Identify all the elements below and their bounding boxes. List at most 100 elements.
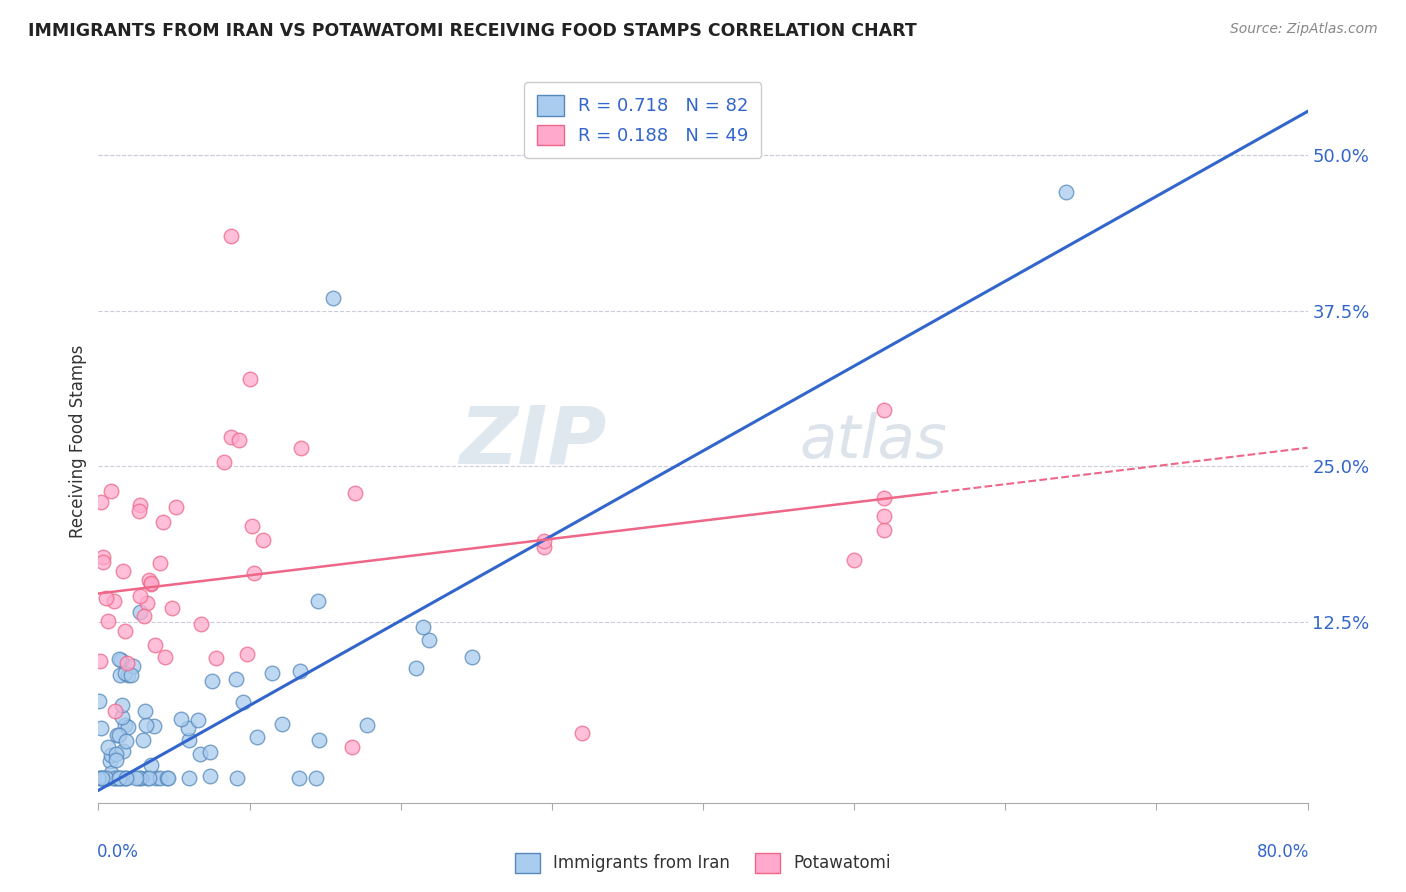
Point [128, 504, 150, 518]
Point [135, 717, 157, 731]
Point [200, 769, 222, 783]
Point [115, 771, 138, 785]
Point [134, 609, 156, 624]
Point [100, 765, 122, 780]
Point [873, 491, 896, 505]
Point [93, 555, 115, 569]
Point [103, 593, 125, 607]
Point [114, 718, 136, 732]
Point [114, 624, 136, 638]
Point [125, 771, 148, 785]
Point [149, 771, 172, 785]
Point [108, 652, 131, 666]
Point [131, 771, 153, 785]
Legend: Immigrants from Iran, Potawatomi: Immigrants from Iran, Potawatomi [509, 847, 897, 880]
Point [90, 771, 112, 785]
Point [129, 605, 152, 619]
Point [91, 549, 114, 564]
Point [461, 650, 484, 665]
Point [187, 713, 209, 727]
Text: 0.0%: 0.0% [97, 843, 139, 861]
Point [271, 716, 294, 731]
Point [100, 484, 122, 499]
Point [89, 654, 111, 668]
Point [873, 403, 896, 417]
Point [111, 698, 134, 712]
Point [177, 721, 200, 735]
Point [844, 553, 866, 567]
Point [100, 747, 122, 762]
Point [252, 533, 274, 548]
Point [114, 665, 136, 680]
Point [225, 672, 247, 686]
Point [290, 441, 312, 455]
Point [139, 577, 162, 591]
Point [132, 733, 155, 747]
Point [221, 229, 243, 244]
Point [129, 499, 152, 513]
Point [1054, 186, 1077, 200]
Point [228, 433, 250, 447]
Point [226, 771, 249, 785]
Point [115, 734, 138, 748]
Text: IMMIGRANTS FROM IRAN VS POTAWATOMI RECEIVING FOOD STAMPS CORRELATION CHART: IMMIGRANTS FROM IRAN VS POTAWATOMI RECEI… [28, 22, 917, 40]
Point [165, 500, 187, 515]
Point [307, 594, 329, 608]
Point [170, 712, 193, 726]
Point [179, 771, 201, 785]
Point [418, 633, 440, 648]
Point [110, 668, 132, 682]
Point [873, 508, 896, 523]
Point [111, 744, 134, 758]
Y-axis label: Receiving Food Stamps: Receiving Food Stamps [69, 345, 87, 538]
Point [232, 695, 254, 709]
Point [242, 566, 264, 581]
Point [97, 614, 120, 628]
Point [145, 771, 167, 785]
Point [239, 372, 262, 386]
Point [111, 710, 134, 724]
Point [104, 704, 127, 718]
Point [177, 733, 200, 747]
Point [97, 740, 120, 755]
Point [107, 771, 129, 785]
Point [288, 771, 311, 785]
Point [533, 533, 555, 548]
Point [94, 591, 117, 606]
Point [188, 747, 211, 761]
Point [134, 704, 156, 718]
Point [305, 771, 328, 785]
Point [240, 519, 263, 533]
Point [246, 730, 269, 744]
Point [156, 771, 179, 785]
Point [115, 771, 138, 785]
Point [412, 620, 434, 634]
Point [152, 515, 174, 529]
Point [139, 757, 162, 772]
Point [356, 718, 378, 732]
Point [212, 455, 235, 469]
Point [143, 638, 166, 652]
Point [200, 745, 222, 759]
Point [91, 771, 114, 785]
Point [219, 430, 242, 444]
Point [190, 617, 212, 632]
Point [162, 600, 184, 615]
Point [236, 647, 259, 661]
Text: ZIP: ZIP [458, 402, 606, 481]
Point [322, 291, 344, 305]
Point [135, 596, 157, 610]
Point [122, 659, 145, 673]
Point [205, 650, 228, 665]
Point [94, 771, 117, 785]
Point [98, 754, 121, 768]
Point [138, 573, 160, 587]
Point [128, 771, 150, 785]
Point [342, 739, 364, 754]
Point [120, 667, 142, 681]
Point [110, 653, 132, 667]
Point [128, 589, 150, 603]
Point [108, 771, 131, 785]
Point [288, 664, 311, 678]
Point [105, 771, 128, 785]
